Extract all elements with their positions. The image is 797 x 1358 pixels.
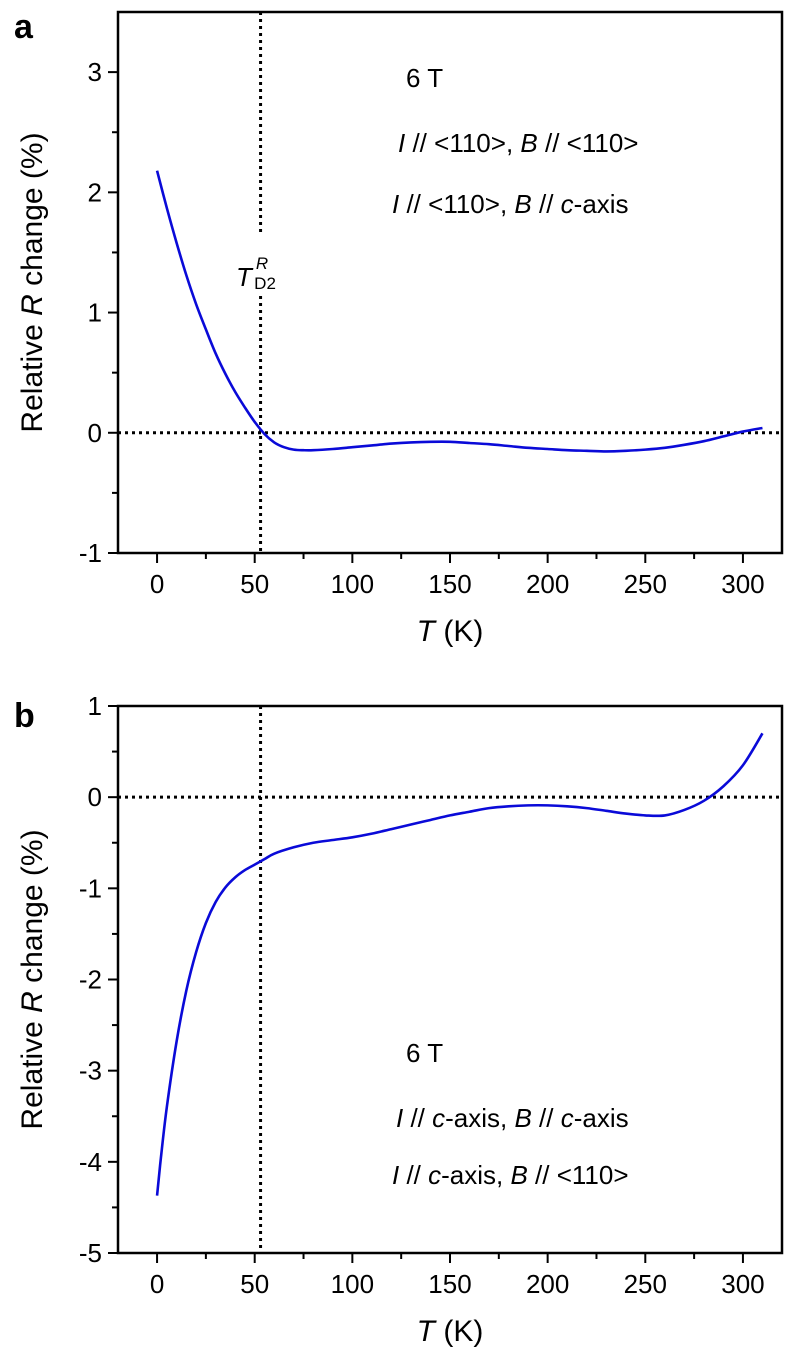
x-tick-label: 150 (428, 1269, 471, 1299)
x-tick-label: 100 (331, 1269, 374, 1299)
y-tick-label: -1 (79, 873, 102, 903)
data-series-line (155, 170, 763, 453)
panel-letter: a (14, 8, 34, 46)
y-tick-label: 1 (88, 298, 102, 328)
x-tick-label: 200 (526, 569, 569, 599)
field-label: 6 T (406, 63, 443, 93)
configuration-label: I // c-axis, B // <110> (392, 1160, 629, 1190)
field-label: 6 T (406, 1038, 443, 1068)
transition-temperature-label: T R D2 (236, 254, 276, 293)
x-axis-title: T (K) (417, 615, 484, 648)
x-tick-label: 0 (150, 569, 164, 599)
y-tick-label: -1 (79, 538, 102, 568)
y-tick-label: -5 (79, 1238, 102, 1268)
x-tick-label: 250 (624, 1269, 667, 1299)
y-axis-title: Relative R change (%) (16, 829, 49, 1129)
x-tick-label: 50 (240, 1269, 269, 1299)
y-tick-label: -4 (79, 1147, 102, 1177)
panel-letter: b (14, 697, 35, 735)
configuration-label: I // <110>, B // c-axis (392, 189, 629, 219)
y-tick-label: 1 (88, 691, 102, 721)
y-tick-label: -3 (79, 1056, 102, 1086)
x-tick-label: 0 (150, 1269, 164, 1299)
x-tick-label: 100 (331, 569, 374, 599)
plot-frame (116, 10, 784, 555)
y-tick-label: -2 (79, 965, 102, 995)
x-tick-label: 300 (721, 569, 764, 599)
y-tick-label: 2 (88, 177, 102, 207)
configuration-label: I // <110>, B // <110> (398, 128, 638, 158)
y-tick-label: 3 (88, 57, 102, 87)
panel-b: b 0 50 100 150 200 250 300 -5 -4 -3 -2 -1 0 1 T (K) Rela… (14, 691, 784, 1348)
x-tick-label: 300 (721, 1269, 764, 1299)
x-tick-label: 200 (526, 1269, 569, 1299)
y-tick-label: 0 (88, 418, 102, 448)
x-tick-label: 150 (428, 569, 471, 599)
y-axis-title: Relative R change (%) (16, 132, 49, 432)
x-tick-label: 50 (240, 569, 269, 599)
configuration-label: I // c-axis, B // c-axis (396, 1103, 629, 1133)
y-tick-label: 0 (88, 782, 102, 812)
x-tick-label: 250 (624, 569, 667, 599)
x-axis-title: T (K) (417, 1315, 484, 1348)
data-series-line (155, 732, 764, 1196)
panel-a: a 0 50 100 150 200 250 300 -1 0 1 2 3 T (K) Relative R… (14, 8, 784, 648)
